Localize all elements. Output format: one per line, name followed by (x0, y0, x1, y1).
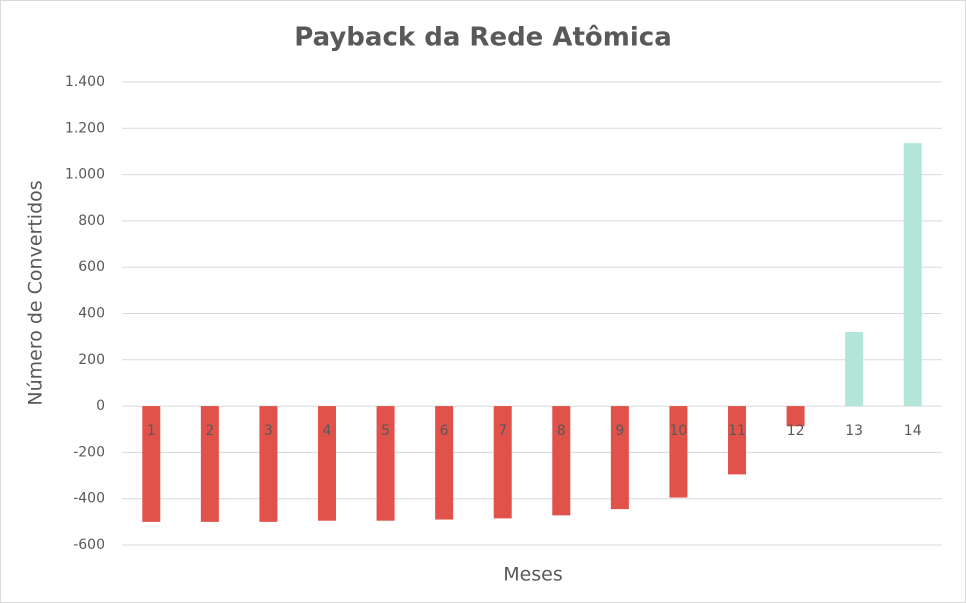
bar (435, 406, 454, 520)
bar (728, 406, 746, 475)
y-tick-label: 0 (96, 398, 105, 414)
bar (552, 406, 571, 516)
bar (903, 143, 922, 407)
y-tick-label: -400 (73, 491, 105, 507)
bar (259, 406, 278, 522)
bar (845, 332, 864, 407)
y-tick-label: -600 (73, 537, 105, 553)
x-axis-label: Meses (503, 564, 563, 586)
x-tick-label: 11 (728, 423, 746, 439)
x-tick-label: 14 (904, 423, 922, 439)
y-tick-label: 1.200 (65, 120, 105, 136)
x-tick-label: 7 (498, 423, 507, 439)
bar (142, 406, 161, 522)
bar (200, 406, 219, 522)
x-tick-label: 12 (787, 423, 805, 439)
bar (493, 406, 512, 519)
bar (786, 406, 805, 427)
x-tick-label: 1 (147, 423, 156, 439)
bar (610, 406, 629, 510)
chart-title: Payback da Rede Atômica (294, 23, 672, 53)
x-tick-label: 5 (381, 423, 390, 439)
y-tick-label: 200 (78, 352, 105, 368)
x-tick-label: 10 (670, 423, 688, 439)
y-tick-label: 600 (78, 259, 105, 275)
y-tick-label: 1.000 (65, 167, 105, 183)
y-tick-label: -200 (73, 444, 105, 460)
x-tick-label: 2 (205, 423, 214, 439)
y-tick-label: 1.400 (65, 74, 105, 90)
y-tick-label: 400 (78, 306, 105, 322)
x-tick-label: 3 (264, 423, 273, 439)
x-tick-label: 9 (615, 423, 624, 439)
bar (318, 406, 336, 521)
x-tick-label: 13 (845, 423, 863, 439)
y-tick-label: 800 (78, 213, 105, 229)
x-tick-label: 8 (557, 423, 566, 439)
bar (376, 406, 395, 521)
x-tick-label: 4 (323, 423, 332, 439)
x-tick-label: 6 (440, 423, 449, 439)
y-axis-label: Número de Convertidos (25, 180, 47, 405)
bar (669, 406, 688, 498)
